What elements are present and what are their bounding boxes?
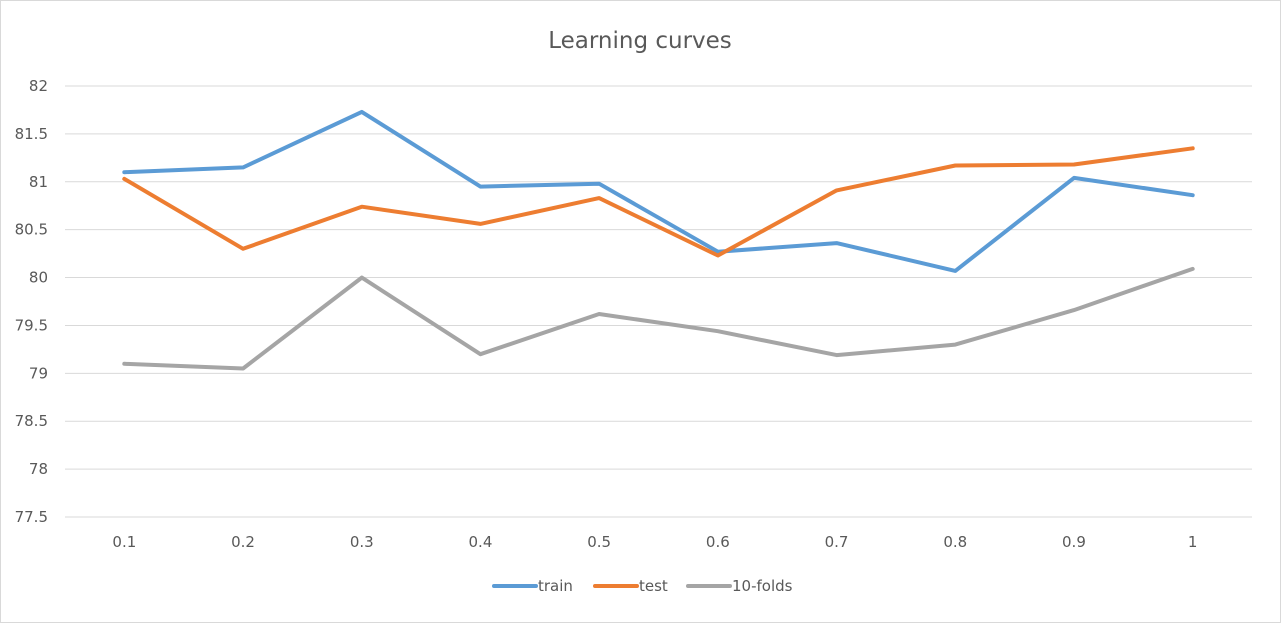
y-tick-label: 77.5 [15,508,48,526]
y-tick-label: 80 [29,269,48,287]
gridlines [65,85,1252,518]
series-line-train [122,109,1195,273]
x-tick-label: 0.4 [469,533,493,551]
legend-label: train [538,577,573,595]
x-tick-label: 0.2 [231,533,255,551]
x-tick-label: 0.1 [112,533,136,551]
x-tick-label: 0.9 [1062,533,1086,551]
x-tick-label: 0.6 [706,533,730,551]
y-tick-label: 78.5 [15,412,48,430]
chart-title: Learning curves [548,28,732,54]
y-axis-ticks: 77.5 78 78.5 79 79.5 80 80.5 81 81.5 82 [15,77,48,526]
legend-item-10-folds: 10-folds [686,577,793,595]
x-tick-label: 1 [1188,533,1198,551]
series-line-test [122,146,1195,258]
x-tick-label: 0.5 [587,533,611,551]
x-tick-label: 0.8 [943,533,967,551]
y-tick-label: 81 [29,173,48,191]
x-tick-label: 0.3 [350,533,374,551]
y-tick-label: 80.5 [15,221,48,239]
y-tick-label: 78 [29,460,48,478]
y-tick-label: 82 [29,77,48,95]
series-group [122,109,1195,371]
legend-label: 10-folds [732,577,793,595]
legend: train test 10-folds [492,577,793,595]
y-tick-label: 79 [29,364,48,382]
y-tick-label: 79.5 [15,316,48,334]
legend-label: test [639,577,668,595]
legend-item-train: train [492,577,573,595]
legend-item-test: test [593,577,668,595]
x-tick-label: 0.7 [825,533,849,551]
y-tick-label: 81.5 [15,125,48,143]
x-axis-ticks: 0.1 0.2 0.3 0.4 0.5 0.6 0.7 0.8 0.9 1 [112,533,1197,551]
series-line-10-folds [122,266,1195,371]
